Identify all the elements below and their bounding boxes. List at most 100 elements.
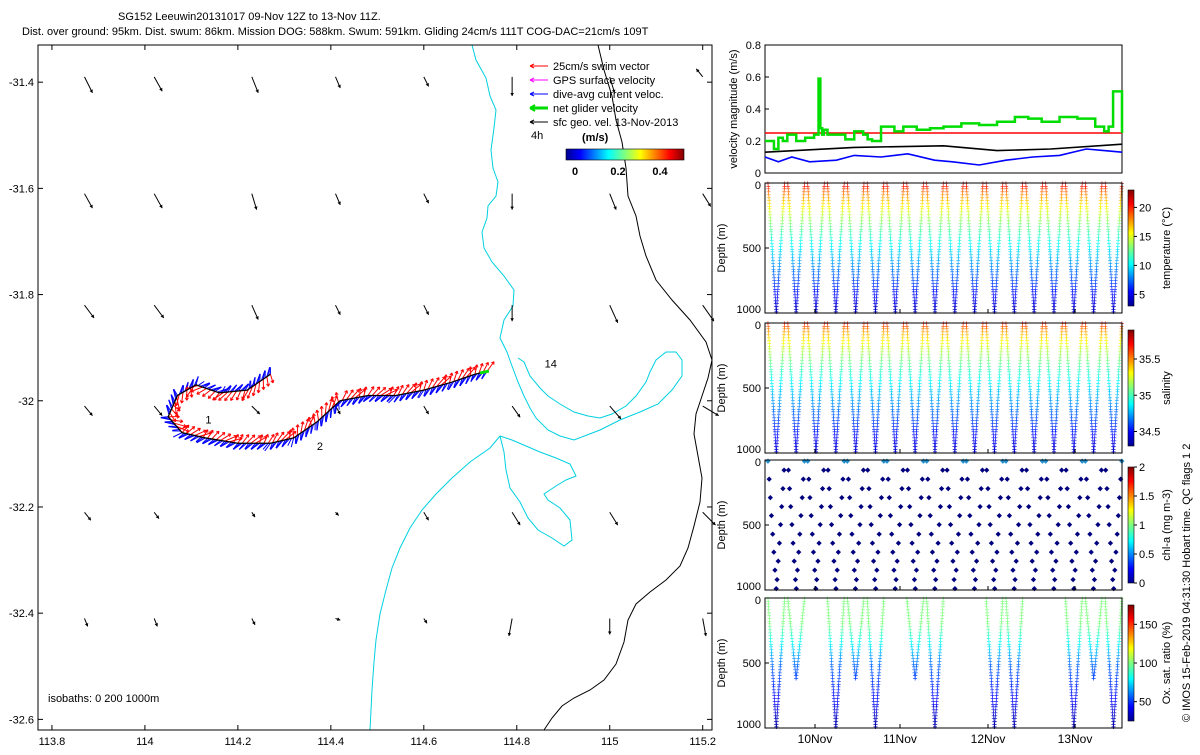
profile-marker: ◆ xyxy=(1057,504,1063,511)
profile-marker: ◆ xyxy=(907,504,913,511)
profile-y-tick-label: 500 xyxy=(743,383,761,395)
profile-marker: ◆ xyxy=(884,458,890,465)
profile-marker: ◆ xyxy=(850,549,856,556)
profile-marker: + xyxy=(953,448,958,457)
profile-marker: ◆ xyxy=(1012,576,1018,583)
profile-marker: ◆ xyxy=(805,458,811,465)
map-y-tick-label: -32 xyxy=(18,396,34,408)
figure-subtitle: Dist. over ground: 95km. Dist. swum: 86k… xyxy=(22,26,649,38)
profile-marker: + xyxy=(834,723,839,732)
map-y-tick-label: -31.6 xyxy=(9,183,34,195)
profile-marker: ◆ xyxy=(828,504,834,511)
colorbar-tick-label: 10 xyxy=(1139,260,1151,272)
profile-marker: + xyxy=(1111,448,1116,457)
profile-marker: ◆ xyxy=(807,494,813,501)
velocity-y-tick-label: 0.2 xyxy=(746,136,761,148)
profile-marker: ◆ xyxy=(891,567,897,574)
profile-marker: ◆ xyxy=(973,576,979,583)
profile-marker: ◆ xyxy=(1035,531,1041,538)
profile-marker: + xyxy=(992,448,997,457)
profile-marker: ◆ xyxy=(794,585,800,592)
profile-marker: ◆ xyxy=(857,522,863,529)
profile-marker: ◆ xyxy=(820,485,826,492)
profile-marker: ◆ xyxy=(815,558,821,565)
colorbar-label: temperature (°C) xyxy=(1161,207,1173,289)
profile-marker: ◆ xyxy=(776,558,782,565)
profile-marker: ◆ xyxy=(849,531,855,538)
profile-marker: ◆ xyxy=(806,476,812,483)
profile-marker: ◆ xyxy=(950,558,956,565)
profile-y-tick-label: 0 xyxy=(755,320,761,332)
dac-vector xyxy=(161,417,168,418)
profile-marker: + xyxy=(1072,308,1077,317)
profile-marker: ◆ xyxy=(947,504,953,511)
profile-marker: ◆ xyxy=(1118,476,1124,483)
profile-marker: ◆ xyxy=(1069,558,1075,565)
profile-marker: + xyxy=(1052,448,1057,457)
profile-marker: ◆ xyxy=(1018,485,1024,492)
profile-marker: ◆ xyxy=(917,513,923,520)
profile-marker: ◆ xyxy=(1072,567,1078,574)
profile-marker: ◆ xyxy=(1110,576,1116,583)
net-velocity-arrow xyxy=(480,371,489,373)
profile-marker: ◆ xyxy=(908,522,914,529)
profile-colorbar xyxy=(1128,467,1134,583)
profile-marker: ◆ xyxy=(1111,585,1117,592)
profile-marker: ◆ xyxy=(935,540,941,547)
profile-marker: ◆ xyxy=(937,522,943,529)
profile-marker: ◆ xyxy=(852,567,858,574)
profile-marker: ◆ xyxy=(1015,540,1021,547)
profile-marker: ◆ xyxy=(895,558,901,565)
profile-ylabel: Depth (m) xyxy=(716,364,728,413)
profile-colorbar xyxy=(1128,330,1134,446)
colorbar-tick-label: 20 xyxy=(1139,202,1151,214)
map-x-tick-label: 113.8 xyxy=(39,736,66,748)
profile-marker: ◆ xyxy=(1031,576,1037,583)
profile-marker: + xyxy=(972,308,977,317)
profile-marker: ◆ xyxy=(765,458,771,465)
profile-marker: ◆ xyxy=(944,467,950,474)
profile-marker: ◆ xyxy=(924,458,930,465)
profile-marker: ◆ xyxy=(867,504,873,511)
colorbar-tick-label: 5 xyxy=(1139,289,1145,301)
profile-y-tick-label: 1000 xyxy=(737,444,761,456)
profile-marker: ◆ xyxy=(977,504,983,511)
profile-marker: ◆ xyxy=(926,494,932,501)
profile-marker: + xyxy=(1091,308,1096,317)
map-x-tick-label: 114.6 xyxy=(410,736,437,748)
profile-marker: ◆ xyxy=(897,522,903,529)
profile-marker: ◆ xyxy=(795,567,801,574)
profile-marker: ◆ xyxy=(1104,485,1110,492)
map-y-tick-label: -32.6 xyxy=(9,714,34,726)
legend-label-swim: 25cm/s swim vector xyxy=(553,61,650,73)
profile-marker: ◆ xyxy=(1025,485,1031,492)
profile-marker: ◆ xyxy=(1016,522,1022,529)
profile-marker: ◆ xyxy=(1006,494,1012,501)
profile-y-tick-label: 0 xyxy=(755,180,761,192)
profile-marker: ◆ xyxy=(1112,567,1118,574)
day-label: 1 xyxy=(205,414,211,426)
profile-ylabel: Depth (m) xyxy=(716,224,728,273)
colorbar-tick-label: 1 xyxy=(1139,520,1145,532)
speed-colorbar xyxy=(566,149,684,160)
profile-marker: ◆ xyxy=(893,576,899,583)
profile-marker: ◆ xyxy=(1009,549,1015,556)
profile-marker: ◆ xyxy=(879,494,885,501)
profile-marker: + xyxy=(933,723,938,732)
profile-marker: ◆ xyxy=(766,476,772,483)
profile-panel-oxygen: ++++++++++++++++++++++++++++++++++++++++… xyxy=(716,594,1173,746)
profile-marker: + xyxy=(1091,448,1096,457)
map-x-tick-label: 114.4 xyxy=(317,736,344,748)
profile-marker: ◆ xyxy=(1088,549,1094,556)
profile-marker: ◆ xyxy=(892,585,898,592)
profile-marker: ◆ xyxy=(948,522,954,529)
profile-y-tick-label: 0 xyxy=(755,457,761,469)
profile-marker: ◆ xyxy=(786,467,792,474)
profile-marker: + xyxy=(1032,448,1037,457)
profile-marker: ◆ xyxy=(1076,513,1082,520)
legend-label-geo: sfc geo. vel. 13-Nov-2013 xyxy=(553,117,678,129)
profile-marker: + xyxy=(1032,308,1037,317)
colorbar-tick-0: 0 xyxy=(572,166,578,178)
